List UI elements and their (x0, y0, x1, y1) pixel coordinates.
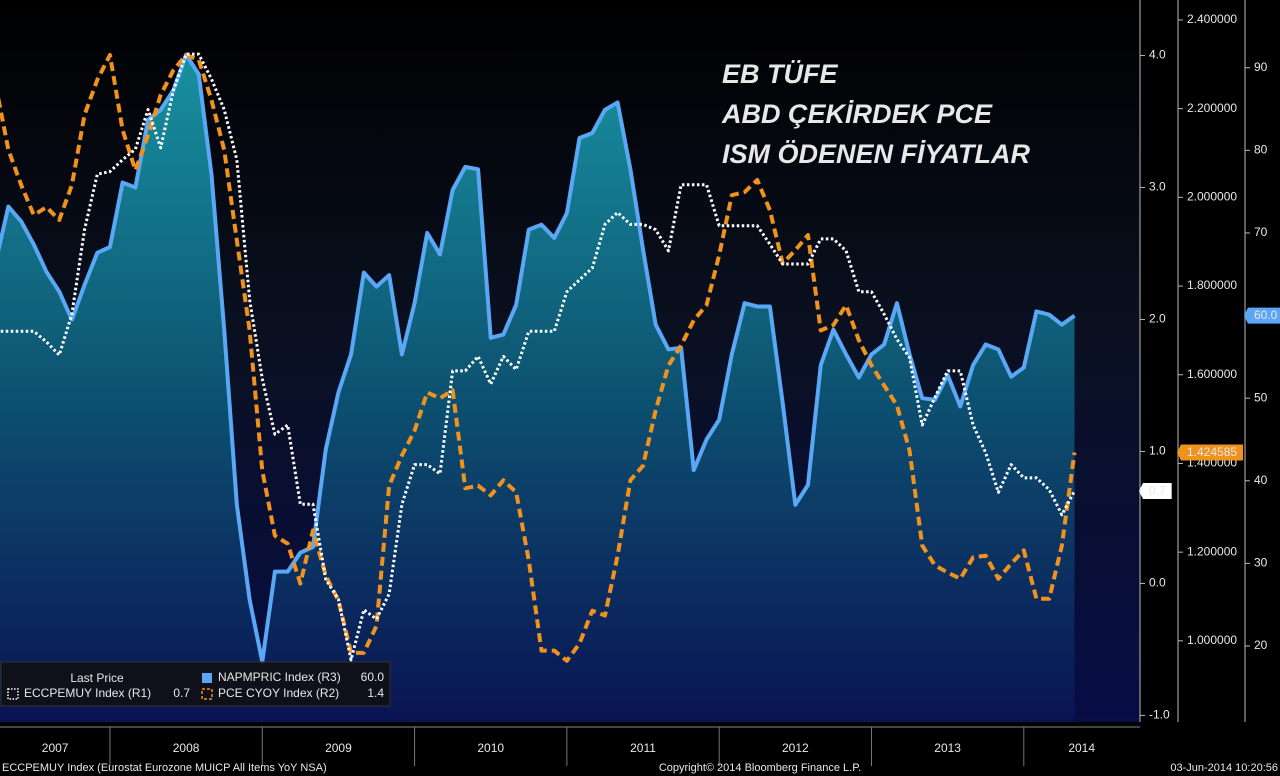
legend: Last Price ECCPEMUY Index (R1) 0.7 PCE CYO… (0, 661, 391, 707)
footer: 03-Jun-2014 10:20:56 (1170, 762, 1278, 774)
annotation: EB TÜFE (722, 59, 838, 89)
y-tick-label: 2.0 (1149, 312, 1166, 326)
y-tick-label: 70 (1254, 225, 1268, 239)
y-tick-label: 2.200000 (1187, 101, 1237, 115)
y-tick-label: 1.200000 (1187, 544, 1237, 558)
y-tick-label: 40 (1254, 473, 1268, 487)
legend-value: 0.7 (173, 686, 190, 700)
y-tick-label: 4.0 (1149, 48, 1166, 62)
footer: ECCPEMUY Index (Eurostat Eurozone MUICP … (2, 762, 327, 774)
annotation: ABD ÇEKİRDEK PCE (721, 99, 993, 129)
plot (0, 52, 1077, 722)
y-tick-label: 20 (1254, 638, 1268, 652)
x-tick-label: 2014 (1068, 741, 1095, 755)
y-tick-label: 2.000000 (1187, 190, 1237, 204)
x-tick-label: 2008 (173, 741, 200, 755)
x-tick-label: 2013 (934, 741, 961, 755)
annotation: ISM ÖDENEN FİYATLAR (722, 139, 1030, 169)
last-value-flag: 0.7 (1139, 483, 1172, 500)
x-tick-label: 2009 (325, 741, 352, 755)
flag-label: 1.424585 (1187, 445, 1237, 459)
legend-swatch (7, 688, 19, 700)
legend-swatch (202, 673, 212, 683)
y-tick-label: 90 (1254, 60, 1268, 74)
flag-label: 60.0 (1254, 308, 1278, 322)
flag-box (1244, 307, 1280, 324)
legend-box (0, 661, 391, 707)
y-tick-label: 1.600000 (1187, 367, 1237, 381)
y-tick-label: 50 (1254, 390, 1268, 404)
legend-label: PCE CYOY Index (R2) (218, 686, 339, 700)
y-tick-label: 0.0 (1149, 576, 1166, 590)
y-tick-label: 1.800000 (1187, 278, 1237, 292)
x-tick-label: 2012 (782, 741, 809, 755)
flag-box (1139, 483, 1172, 500)
y-tick-label: 2.400000 (1187, 12, 1237, 26)
legend-swatch (201, 688, 213, 700)
flag-label: 0.7 (1149, 484, 1166, 498)
x-tick-label: 2007 (42, 741, 69, 755)
footer: Copyright© 2014 Bloomberg Finance L.P. (659, 762, 861, 774)
x-tick-label: 2011 (630, 741, 656, 755)
series-line (0, 52, 1077, 663)
legend-value: 1.4 (367, 686, 384, 700)
x-tick-label: 2010 (477, 741, 504, 755)
last-value-flag: 1.424585 (1177, 444, 1244, 461)
y-tick-label: 1.000000 (1187, 633, 1237, 647)
y-tick-label: 3.0 (1149, 180, 1166, 194)
area (0, 54, 1075, 722)
last-value-flag: 60.0 (1244, 307, 1280, 324)
flag-box (1177, 444, 1244, 461)
axes: 2007 2008 2009 2010 2011 2012 2013 2014 -1.0 0.0 1… (42, 0, 1280, 766)
y-tick-label: -1.0 (1149, 708, 1170, 722)
legend-title: Last Price (70, 671, 124, 685)
y-tick-label: 1.0 (1149, 444, 1166, 458)
legend-value: 60.0 (361, 670, 385, 684)
y-tick-label: 30 (1254, 556, 1268, 570)
y-tick-label: 80 (1254, 143, 1268, 157)
legend-label: ECCPEMUY Index (R1) (24, 686, 151, 700)
legend-label: NAPMPRIC Index (R3) (218, 670, 341, 684)
series-line (0, 52, 1076, 662)
x-axis-band (0, 722, 1140, 766)
